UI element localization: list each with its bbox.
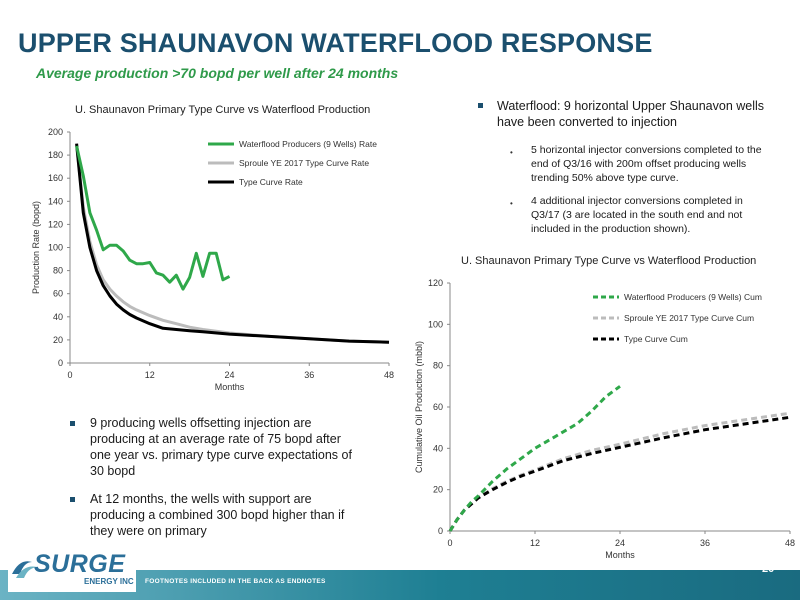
y-axis-label: Cumulative Oil Production (mbbl) <box>414 341 424 473</box>
y-tick-label: 100 <box>48 243 63 253</box>
legend-label: Type Curve Cum <box>624 334 688 344</box>
legend-label: Type Curve Rate <box>239 177 303 187</box>
legend-label: Sproule YE 2017 Type Curve Rate <box>239 158 369 168</box>
bullet-icon <box>70 421 75 426</box>
x-tick-label: 48 <box>785 538 795 548</box>
legend-label: Waterflood Producers (9 Wells) Cum <box>624 292 762 302</box>
rate-chart: 0 20 40 60 80 100 120 140 160 180 200 0 12 24 36 48 Mont… <box>31 127 394 392</box>
x-tick-label: 0 <box>67 370 72 380</box>
sub-bullet-1: 5 horizontal injector conversions comple… <box>531 144 762 184</box>
y-axis-label: Production Rate (bopd) <box>31 201 41 294</box>
y-tick-label: 60 <box>53 289 63 299</box>
x-tick-label: 12 <box>145 370 155 380</box>
y-tick-label: 20 <box>433 485 443 495</box>
y-tick-label: 180 <box>48 150 63 160</box>
y-tick-label: 120 <box>428 278 443 288</box>
surge-wave-icon <box>12 561 37 578</box>
x-tick-label: 0 <box>447 538 452 548</box>
x-tick-label: 24 <box>224 370 234 380</box>
y-tick-label: 140 <box>48 196 63 206</box>
legend-label: Waterflood Producers (9 Wells) Rate <box>239 139 377 149</box>
chart1-title: U. Shaunavon Primary Type Curve vs Water… <box>75 104 371 116</box>
x-tick-label: 36 <box>700 538 710 548</box>
series-line <box>448 415 791 532</box>
y-tick-label: 100 <box>428 319 443 329</box>
chart2-title: U. Shaunavon Primary Type Curve vs Water… <box>461 255 757 267</box>
y-tick-label: 40 <box>433 443 443 453</box>
series-line <box>75 145 231 291</box>
x-tick-label: 24 <box>615 538 625 548</box>
bullet-icon <box>70 497 75 502</box>
x-axis-label: Months <box>215 382 245 392</box>
series-line <box>448 385 621 532</box>
sub-bullet-2: 4 additional injector conversions comple… <box>531 195 743 235</box>
page-number: 20 <box>762 563 775 575</box>
y-tick-label: 0 <box>438 526 443 536</box>
sub-bullet-icon: • <box>510 148 513 157</box>
series-line <box>75 143 390 344</box>
y-tick-label: 160 <box>48 173 63 183</box>
series-line <box>448 411 791 532</box>
y-tick-label: 20 <box>53 335 63 345</box>
x-tick-label: 36 <box>304 370 314 380</box>
x-axis-label: Months <box>605 550 635 560</box>
y-tick-label: 120 <box>48 219 63 229</box>
logo-wordmark: SURGE <box>34 550 126 578</box>
x-tick-label: 48 <box>384 370 394 380</box>
y-tick-label: 0 <box>58 358 63 368</box>
twelve-month-bullet: At 12 months, the wells with support are… <box>90 492 345 538</box>
legend-label: Sproule YE 2017 Type Curve Cum <box>624 313 754 323</box>
y-tick-label: 80 <box>433 361 443 371</box>
waterflood-bullet: Waterflood: 9 horizontal Upper Shaunavon… <box>497 99 765 129</box>
logo-subtext: ENERGY INC <box>84 577 134 586</box>
y-tick-label: 80 <box>53 266 63 276</box>
sub-bullet-icon: • <box>510 199 513 208</box>
cumulative-chart: 0 20 40 60 80 100 120 0 12 24 36 48 Months Cumulative… <box>414 278 795 560</box>
bullet-icon <box>478 103 483 108</box>
y-tick-label: 40 <box>53 312 63 322</box>
producing-wells-bullet: 9 producing wells offsetting injection a… <box>90 416 352 478</box>
series-line <box>75 145 390 344</box>
page-subtitle: Average production >70 bopd per well aft… <box>36 65 399 81</box>
x-tick-label: 12 <box>530 538 540 548</box>
y-tick-label: 60 <box>433 402 443 412</box>
page-title: UPPER SHAUNAVON WATERFLOOD RESPONSE <box>18 28 653 58</box>
y-tick-label: 200 <box>48 127 63 137</box>
footnote: FOOTNOTES INCLUDED IN THE BACK AS ENDNOT… <box>145 578 326 585</box>
